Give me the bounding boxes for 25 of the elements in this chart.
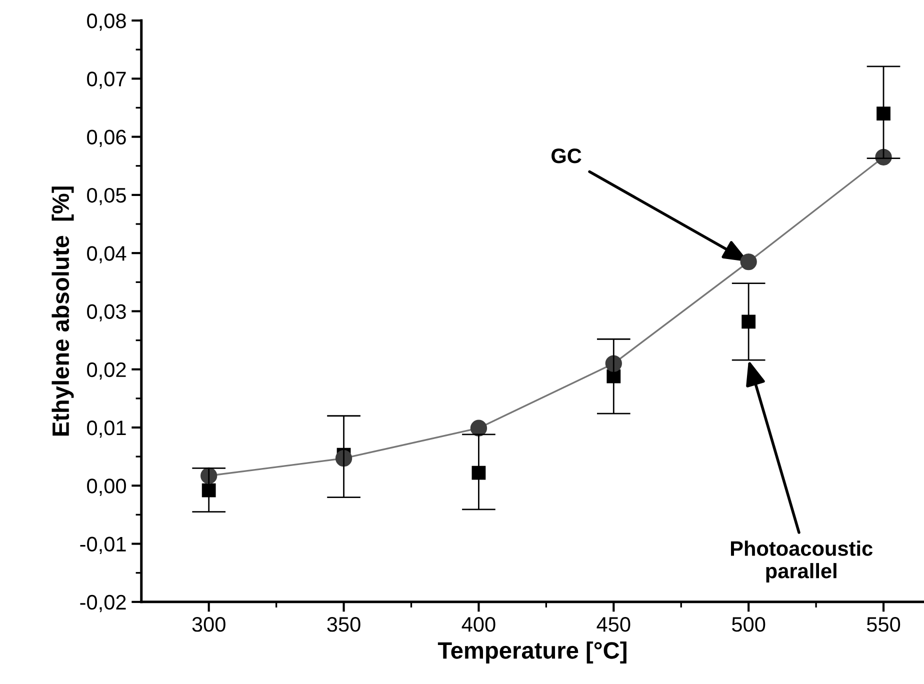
point — [470, 420, 488, 436]
y-tick-label: 0,05 — [87, 188, 126, 206]
y-tick-label: 0,07 — [87, 72, 126, 89]
annotation: GC — [552, 148, 582, 164]
x-tick-label: 300 — [192, 617, 226, 632]
x-tick-label: 500 — [732, 617, 766, 632]
y-tick-label: 0,06 — [87, 130, 126, 148]
y-tick-label: 0,08 — [87, 14, 126, 31]
y-tick-label: 0,03 — [87, 304, 126, 322]
point — [740, 253, 757, 270]
x-tick-label: 550 — [866, 617, 900, 632]
y-tick-label: -0,01 — [80, 536, 126, 554]
annotation: Photoacoustic parallel — [730, 540, 873, 582]
y-tick-label: 0,01 — [87, 420, 126, 438]
point — [742, 314, 756, 329]
x-axis-title: Temperature [°C] — [438, 641, 626, 664]
x-tick-label: 400 — [462, 617, 496, 632]
y-tick-label: 0,02 — [87, 362, 126, 380]
y-tick-label: -0,02 — [80, 594, 126, 612]
x-tick-label: 450 — [596, 617, 630, 632]
y-axis-title: Ethylene absolute [%] — [52, 186, 74, 436]
y-tick-label: 0,04 — [87, 246, 126, 264]
x-tick-label: 350 — [327, 617, 360, 632]
point — [876, 106, 890, 120]
y-tick-label: 0,00 — [87, 478, 126, 496]
